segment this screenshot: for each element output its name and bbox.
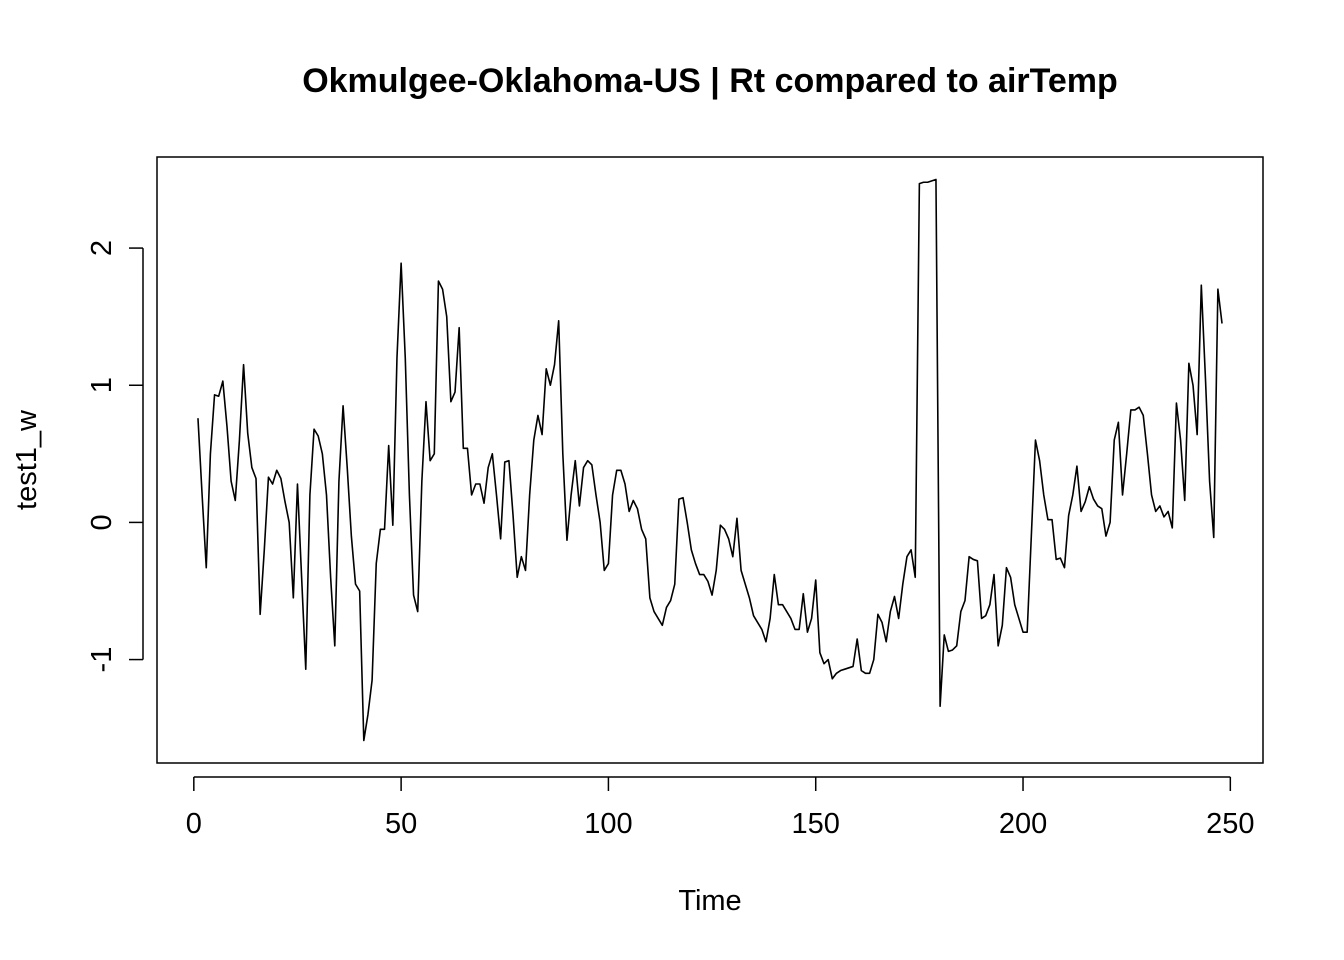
x-tick-label: 100 xyxy=(584,808,632,840)
y-tick-label: 0 xyxy=(86,514,118,530)
x-tick-label: 200 xyxy=(999,808,1047,840)
y-tick-label: 2 xyxy=(86,240,118,256)
y-tick-label: -1 xyxy=(86,647,118,673)
x-tick-label: 250 xyxy=(1206,808,1254,840)
chart-title: Okmulgee-Oklahoma-US | Rt compared to ai… xyxy=(302,62,1118,100)
plot-frame xyxy=(156,156,1264,764)
y-tick-label: 1 xyxy=(86,377,118,393)
x-tick-label: 0 xyxy=(186,808,202,840)
x-tick-label: 150 xyxy=(792,808,840,840)
y-axis-label: test1_w xyxy=(11,409,43,510)
data-line xyxy=(197,178,1223,742)
x-axis-label: Time xyxy=(678,885,741,917)
x-tick-label: 50 xyxy=(385,808,417,840)
